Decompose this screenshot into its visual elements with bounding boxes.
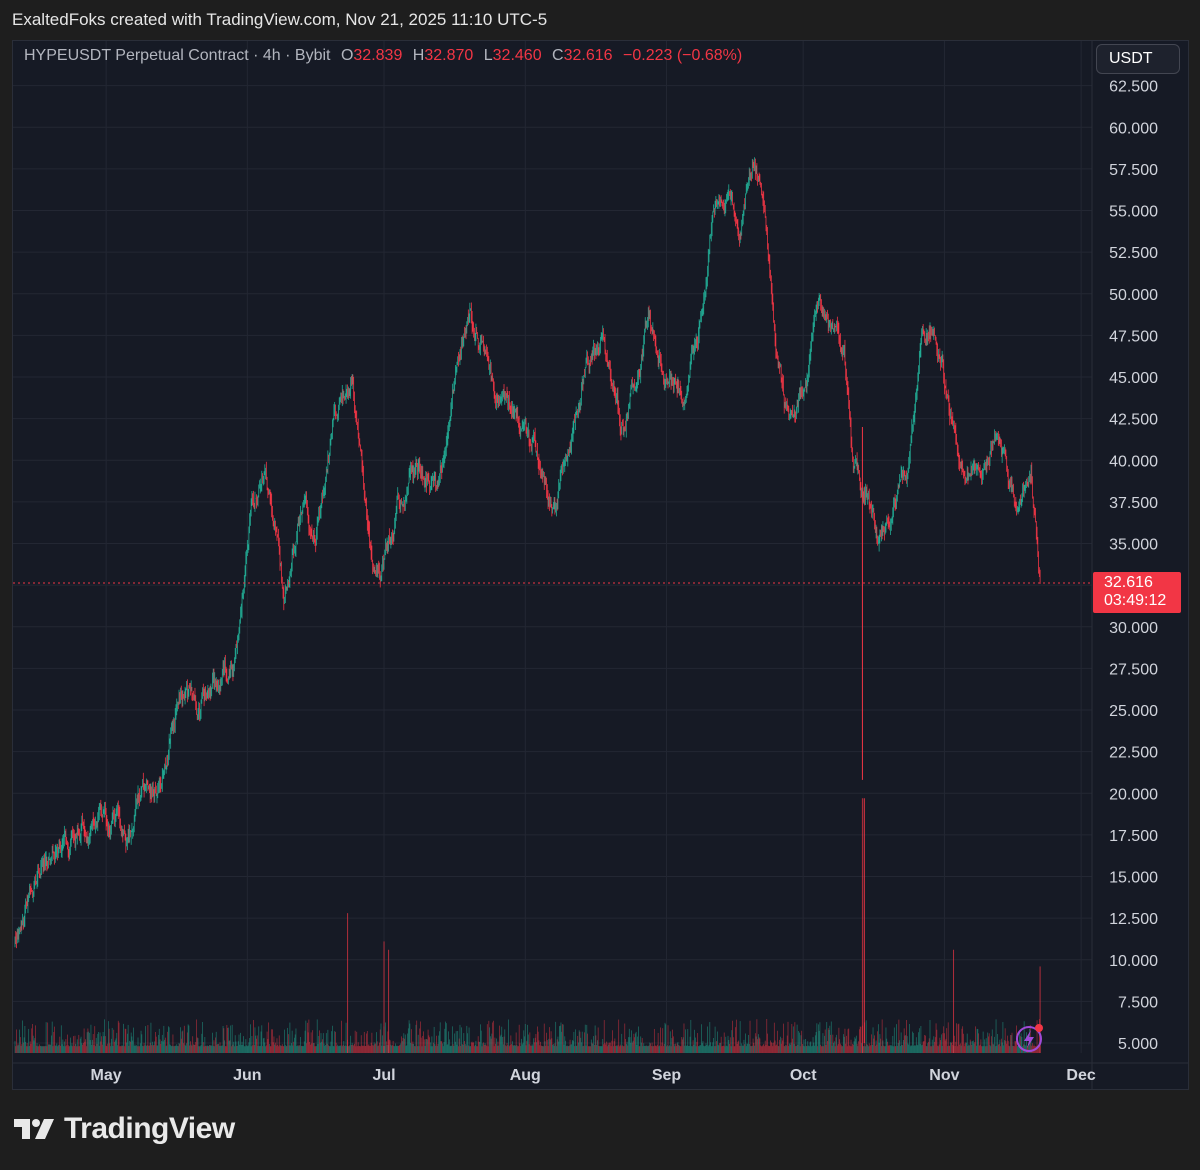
open-value: 32.839 xyxy=(353,47,403,64)
x-tick-label: Dec xyxy=(1066,1067,1095,1084)
y-tick-label: 17.500 xyxy=(1109,828,1158,845)
volume-bars xyxy=(14,798,1041,1053)
x-tick-label: Aug xyxy=(510,1067,541,1084)
y-tick-label: 55.000 xyxy=(1109,204,1158,221)
y-tick-label: 22.500 xyxy=(1109,745,1158,762)
y-tick-label: 42.500 xyxy=(1109,412,1158,429)
y-tick-label: 62.500 xyxy=(1109,79,1158,96)
x-tick-label: May xyxy=(91,1067,122,1084)
low-value: 32.460 xyxy=(492,47,542,64)
y-tick-label: 10.000 xyxy=(1109,953,1158,970)
x-tick-label: Jun xyxy=(233,1067,261,1084)
y-tick-label: 5.000 xyxy=(1118,1036,1158,1053)
chart-frame[interactable] xyxy=(12,40,1189,1090)
currency-selector-button[interactable]: USDT xyxy=(1096,44,1180,74)
tradingview-logo[interactable]: TradingView xyxy=(14,1112,235,1146)
last-price-badge: 32.616 03:49:12 xyxy=(1093,572,1181,613)
close-label: C xyxy=(552,47,564,64)
y-tick-label: 20.000 xyxy=(1109,786,1158,803)
candlesticks xyxy=(14,157,1041,1043)
y-tick-label: 7.500 xyxy=(1118,994,1158,1011)
y-tick-label: 12.500 xyxy=(1109,911,1158,928)
y-tick-label: 30.000 xyxy=(1109,620,1158,637)
low-label: L xyxy=(483,47,493,64)
y-tick-label: 25.000 xyxy=(1109,703,1158,720)
y-tick-label: 50.000 xyxy=(1109,287,1158,304)
high-label: H xyxy=(412,47,425,64)
x-tick-label: Sep xyxy=(652,1067,682,1084)
y-tick-label: 37.500 xyxy=(1109,495,1158,512)
y-tick-label: 47.500 xyxy=(1109,328,1158,345)
close-value: 32.616 xyxy=(563,47,613,64)
x-axis: May Jun Jul Aug Sep Oct Nov Dec xyxy=(91,1067,1096,1084)
alert-icon[interactable] xyxy=(1016,1024,1043,1052)
y-axis: 62.500 60.000 57.500 55.000 52.500 50.000 47.5… xyxy=(1109,79,1158,1053)
grid-lines xyxy=(13,41,1188,1089)
y-tick-label: 35.000 xyxy=(1109,537,1158,554)
tradingview-wordmark: TradingView xyxy=(64,1112,235,1145)
open-label: O xyxy=(340,47,354,64)
y-tick-label: 40.000 xyxy=(1109,453,1158,470)
y-tick-label: 60.000 xyxy=(1109,120,1158,137)
bar-countdown: 03:49:12 xyxy=(1104,592,1167,609)
y-tick-label: 27.500 xyxy=(1109,661,1158,678)
chart-attribution: ExaltedFoks created with TradingView.com… xyxy=(12,10,548,29)
last-price-value: 32.616 xyxy=(1104,574,1153,591)
tradingview-logo-icon xyxy=(14,1119,54,1139)
symbol-title[interactable]: HYPEUSDT Perpetual Contract · 4h · Bybit xyxy=(24,47,331,64)
x-tick-label: Nov xyxy=(929,1067,959,1084)
y-tick-label: 57.500 xyxy=(1109,162,1158,179)
y-tick-label: 52.500 xyxy=(1109,245,1158,262)
y-tick-label: 15.000 xyxy=(1109,870,1158,887)
high-value: 32.870 xyxy=(424,47,474,64)
x-tick-label: Jul xyxy=(372,1067,395,1084)
x-tick-label: Oct xyxy=(790,1067,817,1084)
y-tick-label: 45.000 xyxy=(1109,370,1158,387)
symbol-legend: HYPEUSDT Perpetual Contract · 4h · Bybit… xyxy=(24,47,742,65)
change-value: −0.223 (−0.68%) xyxy=(623,47,743,64)
